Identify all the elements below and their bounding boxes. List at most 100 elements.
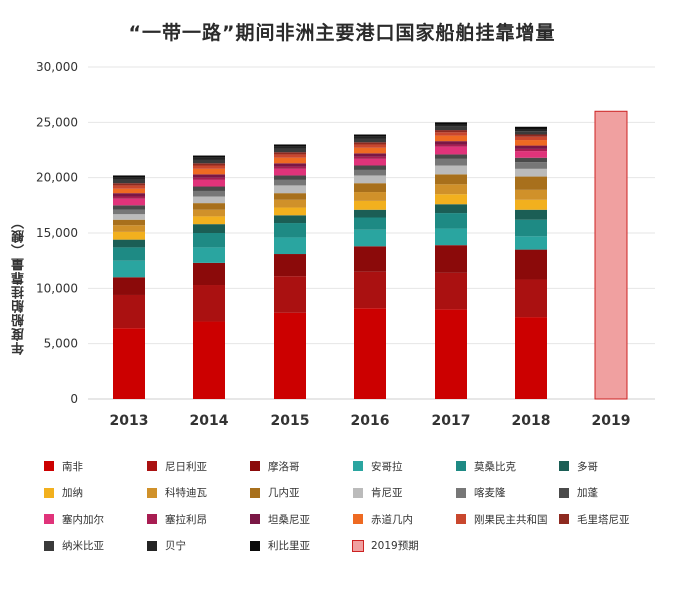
legend-item: 贝宁 <box>147 533 250 560</box>
legend-label: 塞内加尔 <box>62 513 104 526</box>
legend-item: 坦桑尼亚 <box>250 506 353 533</box>
bar-segment <box>274 276 306 313</box>
legend-item: 塞拉利昂 <box>147 506 250 533</box>
bar-segment <box>435 146 467 155</box>
legend-swatch <box>250 514 260 525</box>
legend-label: 多哥 <box>577 460 598 473</box>
legend-item: 喀麦隆 <box>456 480 559 507</box>
bar-segment <box>193 285 225 322</box>
y-tick-label: 10,000 <box>36 281 78 295</box>
bar-segment <box>515 140 547 146</box>
bar-segment <box>193 321 225 399</box>
bar-segment <box>274 312 306 399</box>
bar-segment <box>354 136 386 139</box>
x-tick-label: 2015 <box>271 413 310 429</box>
legend-label: 纳米比亚 <box>62 540 104 553</box>
bar-segment <box>274 254 306 277</box>
bar-segment <box>354 246 386 272</box>
bar-segment <box>274 199 306 208</box>
bar-segment <box>515 176 547 190</box>
bar-segment <box>435 272 467 310</box>
bar-segment <box>354 175 386 184</box>
bar-segment <box>435 184 467 195</box>
legend-label: 加蓬 <box>577 487 598 500</box>
bar-segment <box>113 185 145 189</box>
legend-swatch <box>250 487 260 498</box>
bar-segment <box>435 194 467 205</box>
legend-swatch <box>353 487 363 498</box>
bar-segment <box>435 204 467 214</box>
legend-item: 毛里塔尼亚 <box>559 506 662 533</box>
bar-segment <box>435 154 467 159</box>
bar-segment <box>274 193 306 200</box>
legend-item: 安哥拉 <box>353 453 456 480</box>
bar-segment <box>435 245 467 273</box>
bar-segment <box>193 262 225 286</box>
bar-segment <box>515 126 547 129</box>
bar-segment <box>274 166 306 169</box>
bar-segment <box>193 216 225 225</box>
bar-segment <box>515 162 547 169</box>
bar-segment <box>515 145 547 149</box>
bar-segment <box>354 308 386 399</box>
bar-segment <box>435 309 467 399</box>
bar-segment <box>193 179 225 187</box>
bar-segment <box>274 185 306 194</box>
bar-segment <box>193 247 225 263</box>
bar-segment <box>274 163 306 167</box>
bar-segment <box>274 179 306 186</box>
bar-segment <box>113 328 145 399</box>
legend-item: 多哥 <box>559 453 662 480</box>
legend-label: 坦桑尼亚 <box>268 513 310 526</box>
bar-segment <box>354 138 386 143</box>
bar-segment <box>354 158 386 166</box>
bar-segment <box>113 188 145 194</box>
legend-item: 利比里亚 <box>250 533 353 560</box>
legend-item: 2019预期 <box>352 533 456 560</box>
bar-segment <box>193 165 225 169</box>
legend-item: 塞内加尔 <box>44 506 147 533</box>
bar-segment <box>515 131 547 135</box>
bar-segment <box>113 177 145 180</box>
legend-item: 尼日利亚 <box>147 453 250 480</box>
legend-swatch <box>147 514 157 525</box>
legend-swatch <box>559 461 569 472</box>
x-tick-label: 2017 <box>432 413 471 429</box>
bar-segment <box>113 183 145 186</box>
bar-segment <box>435 135 467 142</box>
legend-swatch <box>456 461 466 472</box>
legend-item: 摩洛哥 <box>250 453 353 480</box>
legend-label: 莫桑比克 <box>474 460 516 473</box>
bar-segment <box>274 148 306 153</box>
bar-segment <box>113 225 145 232</box>
x-tick-label: 2014 <box>190 413 229 429</box>
bar-segment <box>515 148 547 152</box>
legend-swatch <box>456 487 466 498</box>
bar-segment <box>193 174 225 178</box>
legend-item: 刚果民主共和国 <box>456 506 559 533</box>
legend-label: 喀麦隆 <box>474 487 506 500</box>
bar-segment <box>515 279 547 318</box>
bar-segment <box>274 157 306 164</box>
bar-segment <box>354 134 386 137</box>
bar-segment <box>354 209 386 218</box>
bar-segment <box>435 130 467 133</box>
bar-segment <box>515 209 547 220</box>
legend-label: 几内亚 <box>268 487 300 500</box>
x-tick-label: 2019 <box>592 413 631 429</box>
legend-item: 莫桑比克 <box>456 453 559 480</box>
legend-label: 毛里塔尼亚 <box>577 513 630 526</box>
bar-segment <box>274 223 306 238</box>
bar-segment <box>515 128 547 132</box>
x-tick-label: 2018 <box>512 413 551 429</box>
bar-segment <box>354 192 386 201</box>
bar-segment <box>193 168 225 175</box>
bar-segment <box>274 175 306 180</box>
bar-segment <box>354 183 386 193</box>
legend-label: 肯尼亚 <box>371 487 403 500</box>
bar-segment <box>515 134 547 137</box>
bar-segment <box>435 122 467 125</box>
bar-segment <box>515 249 547 280</box>
legend-label: 贝宁 <box>165 540 186 553</box>
